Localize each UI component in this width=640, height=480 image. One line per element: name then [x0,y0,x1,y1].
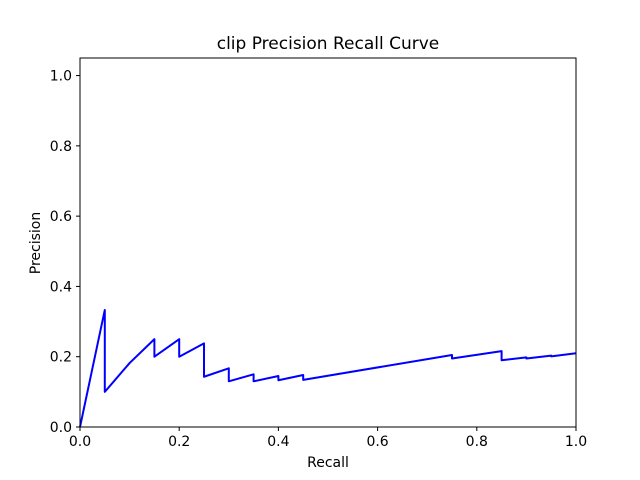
x-tick-label: 0.6 [366,434,388,450]
plot-frame [79,57,577,428]
chart-title: clip Precision Recall Curve [217,34,440,54]
y-tick-label: 0.6 [50,209,72,225]
x-tick-label: 0.0 [69,434,91,450]
x-axis-label: Recall [307,455,349,471]
pr-curve-line [79,308,577,428]
y-tick-label: 1.0 [50,69,72,85]
series-layer [79,308,577,428]
y-tick-label: 0.0 [50,420,72,436]
ticks-layer: 0.0 0.2 0.4 0.6 0.8 1.0 0.0 0.2 0.4 0.6 0.8 1.0 [50,69,587,450]
y-tick-label: 0.4 [50,279,72,295]
x-tick-label: 0.2 [168,434,190,450]
x-tick-label: 0.8 [466,434,488,450]
x-tick-label: 0.4 [267,434,289,450]
y-axis-label: Precision [28,212,44,274]
y-tick-label: 0.8 [50,139,72,155]
y-tick-label: 0.2 [50,350,72,366]
x-tick-label: 1.0 [565,434,587,450]
